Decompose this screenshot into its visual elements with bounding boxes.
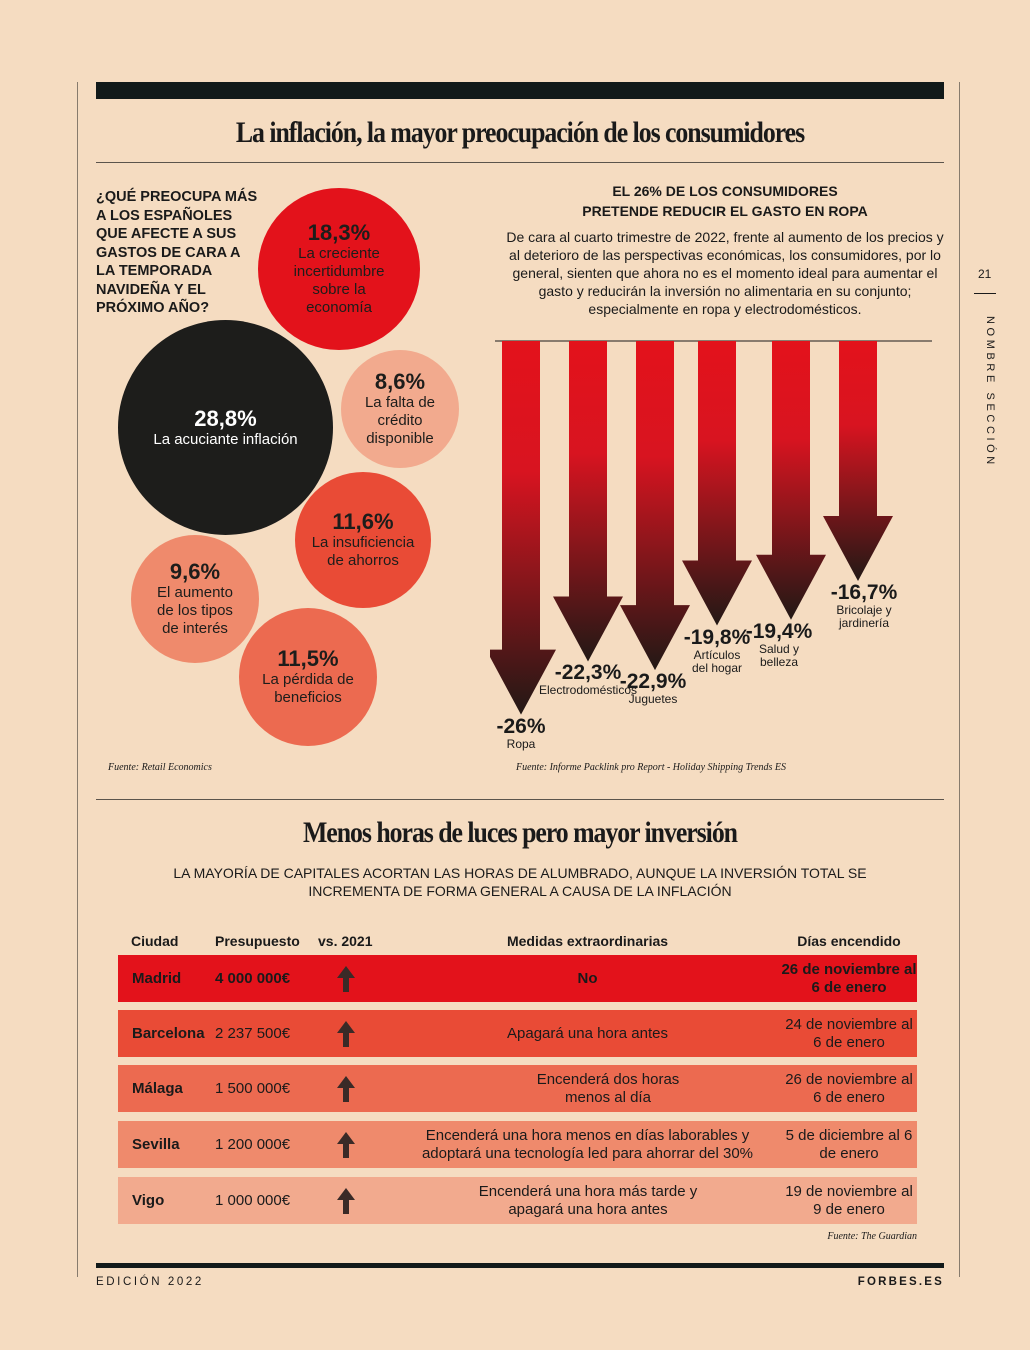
days-cell: 24 de noviembre al 6 de enero [785, 1015, 913, 1051]
arrow-bar [823, 341, 893, 581]
section2-title: Menos horas de luces pero mayor inversió… [302, 816, 738, 849]
section1-title: La inflación, la mayor preocupación de l… [235, 116, 805, 149]
bubble-uncertainty: 18,3% La creciente incertidumbre sobre l… [258, 188, 420, 350]
days-cell: 5 de diciembre al 6 de enero [785, 1126, 913, 1162]
table-row: Sevilla 1 200 000€ Encenderá una hora me… [118, 1121, 917, 1168]
bubble-pct: 11,5% [277, 646, 339, 671]
bubble-profits: 11,5% La pérdida de beneficios [239, 608, 377, 746]
bottom-bar [96, 1263, 944, 1268]
arrow-category: Bricolaje y jardinería [836, 602, 892, 630]
arrow-label: -16,7% Bricolaje y jardinería [804, 580, 924, 630]
table-row: Vigo 1 000 000€ Encenderá una hora más t… [118, 1177, 917, 1224]
bubble-credit: 8,6% La falta de crédito disponible [341, 350, 459, 468]
arrow-category: Salud y belleza [758, 641, 800, 669]
bubble-pct: 9,6% [169, 559, 221, 584]
bubble-pct: 28,8% [194, 405, 257, 431]
side-divider [974, 293, 996, 294]
measure-cell: Apagará una hora antes [507, 1024, 668, 1042]
bubble-label: La falta de crédito disponible [364, 394, 436, 447]
days-cell: 26 de noviembre al 6 de enero [781, 960, 917, 996]
table-row: Málaga 1 500 000€ Encenderá dos horas me… [118, 1065, 917, 1112]
bubble-label: La pérdida de beneficios [262, 671, 354, 706]
measure-cell: Encenderá una hora menos en días laborab… [421, 1126, 754, 1162]
arrow-label: -19,4% Salud y belleza [719, 619, 839, 669]
bubble-pct: 11,6% [332, 509, 394, 534]
budget-cell: 4 000 000€ [215, 969, 291, 987]
arrow-up-icon [336, 1065, 356, 1112]
header-days: Días encendido [797, 933, 901, 949]
budget-cell: 1 200 000€ [215, 1135, 291, 1153]
table-row: Barcelona 2 237 500€ Apagará una hora an… [118, 1010, 917, 1057]
bubble-label: El aumento de los tipos de interés [157, 584, 233, 637]
footer-site: FORBES.ES [857, 1276, 944, 1288]
arrow-bar [553, 341, 623, 662]
city-cell: Málaga [132, 1079, 183, 1097]
bubble-pct: 18,3% [307, 220, 371, 245]
arrow-category: Juguetes [628, 692, 678, 707]
budget-cell: 2 237 500€ [215, 1024, 291, 1042]
measure-cell: Encenderá una hora más tarde y apagará u… [478, 1182, 698, 1218]
page-number: 21 [978, 267, 992, 281]
days-cell: 19 de noviembre al 9 de enero [785, 1182, 913, 1218]
budget-cell: 1 000 000€ [215, 1191, 291, 1209]
source-left: Fuente: Retail Economics [108, 762, 212, 773]
city-cell: Barcelona [132, 1024, 205, 1042]
city-cell: Madrid [132, 969, 182, 987]
header-measures: Medidas extraordinarias [506, 933, 669, 949]
budget-cell: 1 500 000€ [215, 1079, 291, 1097]
arrow-value: -19,8% [683, 625, 751, 649]
right-frame-line [959, 82, 960, 1277]
bubble-interest: 9,6% El aumento de los tipos de interés [131, 535, 259, 663]
arrow-value: -19,4% [745, 619, 813, 643]
arrow-up-icon [336, 1177, 356, 1224]
left-frame-line [77, 82, 78, 1277]
arrow-value: -22,3% [554, 661, 622, 685]
header-city: Ciudad [131, 933, 179, 949]
arrow-value: -22,9% [619, 670, 687, 694]
arrow-label: -22,9% Juguetes [593, 671, 713, 706]
arrow-label: -26% Ropa [461, 714, 581, 751]
bubble-label: La insuficiencia de ahorros [311, 534, 415, 569]
arrow-label: -22,3% Electrodomésticos [528, 662, 648, 697]
arrow-chart [490, 340, 932, 715]
city-cell: Sevilla [132, 1135, 180, 1153]
arrow-label: -19,8% Artículos del hogar [657, 625, 777, 675]
measure-cell: No [577, 969, 598, 987]
arrow-bar [490, 341, 556, 715]
chart-heading: EL 26% DE LOS CONSUMIDORES PRETENDE REDU… [582, 183, 868, 219]
header-vs: vs. 2021 [318, 933, 373, 949]
section2-subtitle: LA MAYORÍA DE CAPITALES ACORTAN LAS HORA… [173, 865, 867, 899]
section-divider [96, 799, 944, 800]
arrow-up-icon [336, 1121, 356, 1168]
table-source: Fuente: The Guardian [827, 1231, 917, 1242]
section-name: NOMBRE SECCIÓN [984, 316, 996, 468]
chart-description: De cara al cuarto trimestre de 2022, fre… [506, 229, 944, 317]
days-cell: 26 de noviembre al 6 de enero [785, 1070, 913, 1106]
top-bar [96, 82, 944, 99]
table-row: Madrid 4 000 000€ No 26 de noviembre al … [118, 955, 917, 1002]
bubble-label: La creciente incertidumbre sobre la econ… [293, 245, 385, 316]
bubble-savings: 11,6% La insuficiencia de ahorros [295, 472, 431, 608]
bubble-pct: 8,6% [374, 369, 426, 394]
measure-cell: Encenderá dos horas menos al día [536, 1070, 680, 1106]
arrow-bar [682, 341, 752, 626]
arrow-category: Electrodomésticos [538, 683, 638, 698]
arrow-category: Ropa [506, 736, 536, 751]
footer-edition: EDICIÓN 2022 [96, 1276, 204, 1288]
arrow-up-icon [336, 955, 356, 1002]
arrow-value: -16,7% [830, 580, 898, 604]
header-budget: Presupuesto [215, 933, 300, 949]
bubble-label: La acuciante inflación [153, 430, 298, 448]
arrow-bar [756, 341, 826, 620]
title-rule [96, 162, 944, 163]
arrow-up-icon [336, 1010, 356, 1057]
arrow-bar [620, 341, 690, 671]
city-cell: Vigo [132, 1191, 165, 1209]
bubble-question: ¿Qué preocupa más a los españoles que af… [96, 189, 258, 316]
arrow-category: Artículos del hogar [691, 647, 743, 675]
bubble-inflation: 28,8% La acuciante inflación [118, 320, 333, 535]
arrow-value: -26% [496, 714, 546, 738]
source-right: Fuente: Informe Packlink pro Report - Ho… [516, 762, 787, 773]
